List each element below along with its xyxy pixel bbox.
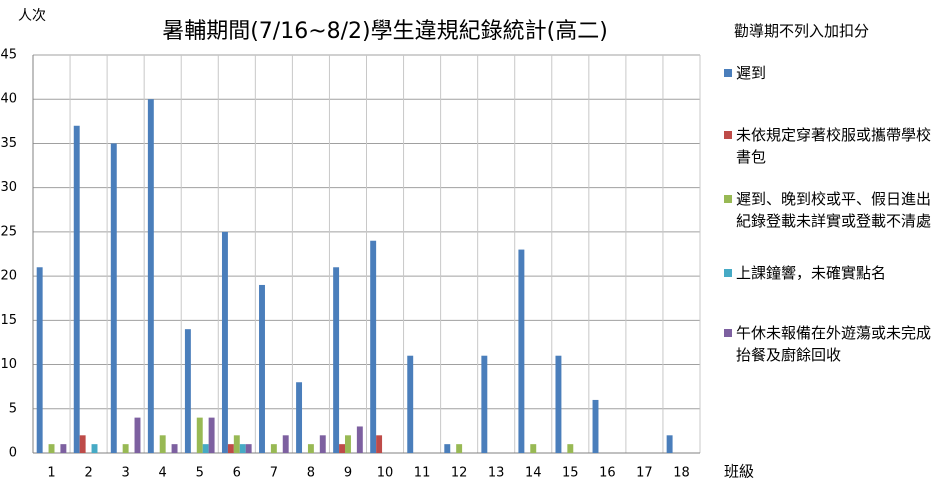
legend-item: 未依規定穿著校服或攜帶學校書包 bbox=[722, 124, 937, 168]
legend-title: 勸導期不列入加扣分 bbox=[734, 22, 870, 40]
bar bbox=[60, 444, 67, 453]
bar bbox=[227, 444, 234, 453]
y-tick-label: 20 bbox=[0, 269, 17, 284]
x-tick-label: 16 bbox=[599, 466, 616, 481]
legend-swatch bbox=[724, 131, 732, 139]
bar bbox=[518, 249, 525, 453]
legend-label: 上課鐘響，未確實點名 bbox=[736, 264, 887, 282]
bar bbox=[270, 444, 277, 453]
bar bbox=[36, 267, 43, 453]
bar bbox=[666, 435, 673, 453]
bar bbox=[307, 444, 314, 453]
bar bbox=[296, 382, 303, 453]
bar bbox=[79, 435, 86, 453]
x-tick-label: 15 bbox=[562, 466, 579, 481]
bar bbox=[376, 435, 383, 453]
bar bbox=[345, 435, 351, 453]
bar bbox=[456, 444, 463, 453]
bar bbox=[122, 444, 129, 453]
y-tick-label: 15 bbox=[0, 313, 17, 328]
bar bbox=[91, 444, 98, 453]
legend-swatch bbox=[724, 195, 732, 203]
x-tick-label: 9 bbox=[344, 466, 352, 481]
x-tick-label: 10 bbox=[377, 466, 394, 481]
legend-item: 上課鐘響，未確實點名 bbox=[722, 262, 937, 284]
legend-label: 遲到、晚到校或平、假日進出紀錄登載未詳實或登載不清處 bbox=[736, 190, 932, 230]
x-tick-label: 3 bbox=[121, 466, 129, 481]
bar bbox=[196, 417, 203, 453]
bar bbox=[592, 399, 599, 453]
y-tick-label: 40 bbox=[0, 92, 17, 107]
bar bbox=[333, 267, 340, 453]
bar bbox=[339, 444, 346, 453]
bar bbox=[159, 435, 166, 453]
y-tick-label: 45 bbox=[0, 48, 17, 63]
legend-swatch bbox=[724, 69, 732, 77]
x-tick-label: 1 bbox=[47, 466, 55, 481]
legend-swatch bbox=[724, 329, 732, 337]
bar bbox=[319, 435, 326, 453]
x-axis-label: 班級 bbox=[724, 463, 754, 481]
x-tick-label: 4 bbox=[159, 466, 167, 481]
x-tick-label: 14 bbox=[525, 466, 542, 481]
bar bbox=[356, 426, 363, 453]
y-tick-label: 25 bbox=[0, 224, 17, 239]
x-tick-label: 18 bbox=[673, 466, 690, 481]
bar bbox=[208, 417, 215, 453]
x-tick-label: 11 bbox=[414, 466, 431, 481]
bar bbox=[282, 435, 289, 453]
y-tick-label: 30 bbox=[0, 180, 17, 195]
legend-label: 午休未報備在外遊蕩或未完成抬餐及廚餘回收 bbox=[736, 324, 932, 364]
bar bbox=[407, 355, 414, 453]
bar bbox=[567, 444, 574, 453]
bar bbox=[239, 444, 246, 453]
bar bbox=[202, 444, 209, 453]
bar bbox=[134, 417, 141, 453]
y-axis-label: 人次 bbox=[18, 8, 46, 24]
bar bbox=[259, 284, 265, 453]
legend-label: 遲到 bbox=[736, 64, 767, 82]
bar bbox=[481, 355, 488, 453]
x-tick-label: 7 bbox=[270, 466, 278, 481]
legend-item: 遲到、晚到校或平、假日進出紀錄登載未詳實或登載不清處 bbox=[722, 188, 937, 232]
bar bbox=[370, 240, 377, 453]
x-tick-label: 8 bbox=[307, 466, 315, 481]
bar bbox=[555, 355, 562, 453]
x-tick-label: 17 bbox=[636, 466, 653, 481]
y-tick-label: 5 bbox=[9, 401, 17, 416]
x-tick-label: 6 bbox=[233, 466, 241, 481]
x-tick-label: 5 bbox=[196, 466, 204, 481]
bar bbox=[73, 125, 80, 453]
legend-swatch bbox=[724, 269, 732, 277]
x-tick-label: 12 bbox=[451, 466, 468, 481]
bar bbox=[110, 143, 117, 453]
bar bbox=[444, 444, 451, 453]
legend-label: 未依規定穿著校服或攜帶學校書包 bbox=[736, 126, 932, 166]
bar bbox=[221, 231, 228, 453]
y-tick-label: 10 bbox=[0, 357, 17, 372]
bar bbox=[233, 435, 240, 453]
bar bbox=[147, 99, 154, 453]
legend-item: 遲到 bbox=[722, 62, 937, 84]
bar bbox=[184, 329, 191, 453]
x-tick-label: 13 bbox=[488, 466, 505, 481]
y-tick-label: 0 bbox=[9, 446, 17, 461]
bar bbox=[530, 444, 537, 453]
legend-item: 午休未報備在外遊蕩或未完成抬餐及廚餘回收 bbox=[722, 322, 937, 366]
bar bbox=[171, 444, 178, 453]
x-tick-label: 2 bbox=[84, 466, 92, 481]
bar bbox=[245, 444, 252, 453]
chart-title: 暑輔期間(7/16~8/2)學生違規紀錄統計(高二) bbox=[162, 19, 608, 44]
bar bbox=[48, 444, 55, 453]
y-tick-label: 35 bbox=[0, 136, 17, 151]
